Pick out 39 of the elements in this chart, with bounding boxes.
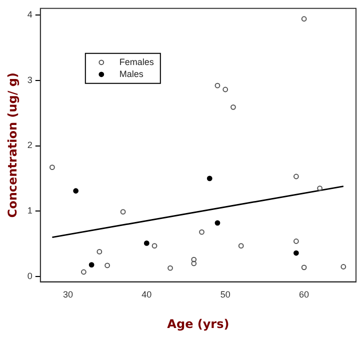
x-tick-label: 50 xyxy=(220,290,230,300)
y-tick-label: 0 xyxy=(27,271,32,282)
point xyxy=(293,250,299,256)
point xyxy=(293,238,299,244)
point xyxy=(238,243,244,249)
x-axis-title: Age (yrs) xyxy=(167,316,230,331)
point xyxy=(301,264,307,270)
y-tick-label: 3 xyxy=(27,74,32,85)
point xyxy=(152,243,158,249)
point xyxy=(293,174,299,180)
y-axis-title: Concentration (ug/ g) xyxy=(5,72,20,218)
point xyxy=(88,262,94,268)
point xyxy=(317,186,322,191)
point xyxy=(301,16,307,22)
point xyxy=(340,264,346,270)
point xyxy=(206,176,212,182)
y-tick-label: 2 xyxy=(27,140,32,150)
point xyxy=(120,209,126,215)
point xyxy=(214,82,220,88)
y-tick-label: 4 xyxy=(27,9,32,20)
x-tick-label: 40 xyxy=(142,290,152,300)
point xyxy=(50,164,55,170)
x-tick-label: 60 xyxy=(299,290,310,300)
point xyxy=(222,86,228,92)
y-tick-label: 1 xyxy=(27,206,32,216)
point xyxy=(191,260,197,266)
legend-label: Males xyxy=(119,68,144,79)
legend-label: Females xyxy=(119,56,154,67)
point xyxy=(230,104,236,110)
point xyxy=(73,188,79,194)
x-tick-label: 30 xyxy=(62,290,73,300)
point xyxy=(191,256,197,262)
point xyxy=(199,229,204,235)
point xyxy=(144,240,150,246)
point xyxy=(168,265,173,271)
point xyxy=(214,220,220,226)
point xyxy=(80,269,86,275)
point xyxy=(96,249,102,254)
point xyxy=(104,262,110,268)
